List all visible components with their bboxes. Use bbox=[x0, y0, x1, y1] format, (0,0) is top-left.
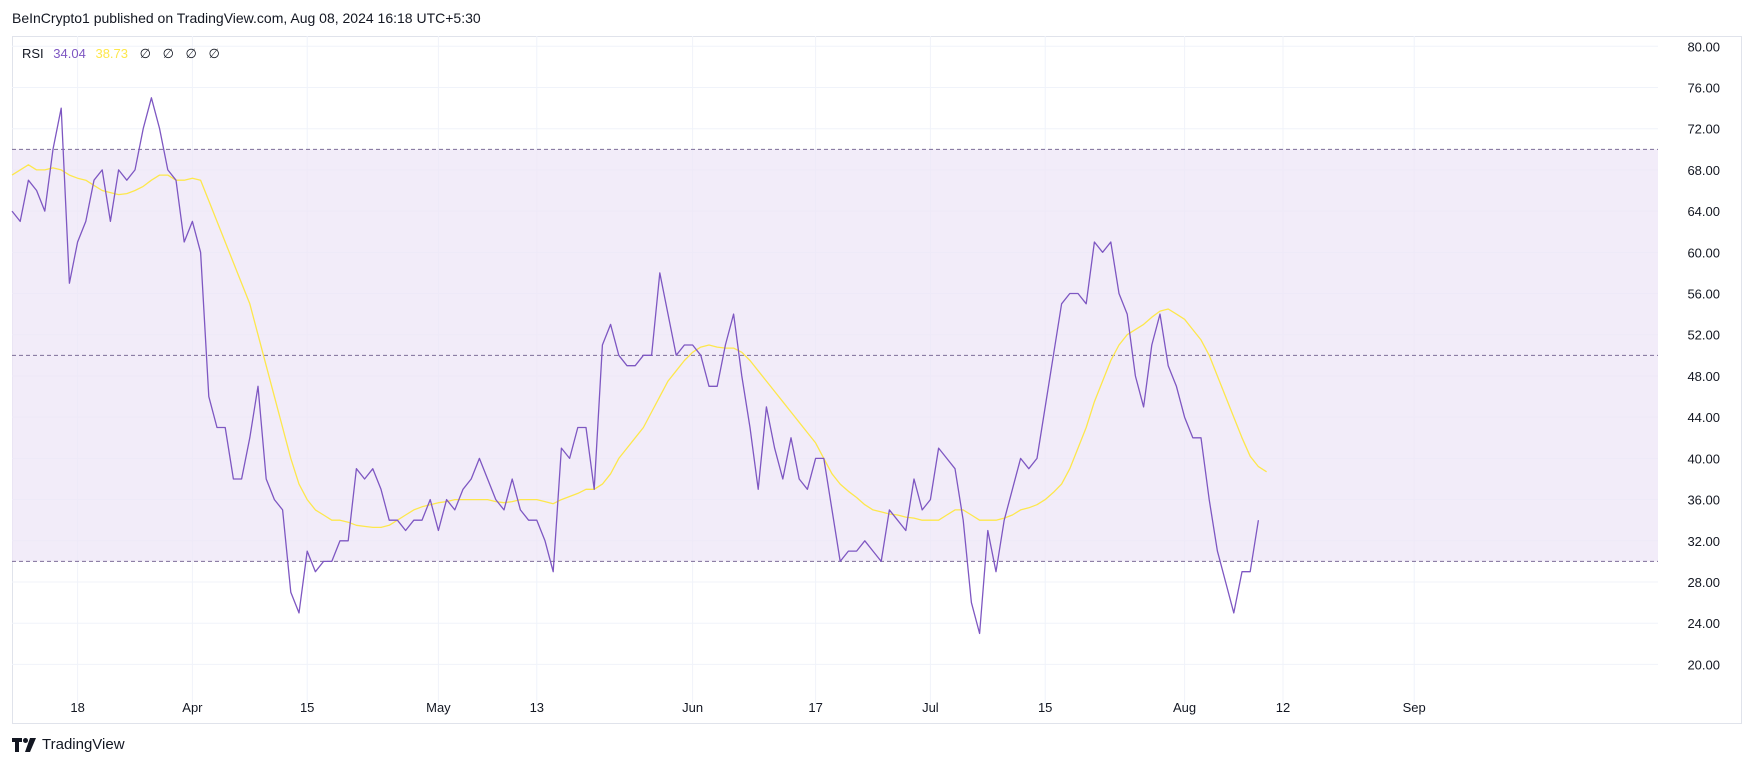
y-tick-label: 56.00 bbox=[1687, 287, 1720, 302]
y-tick-label: 64.00 bbox=[1687, 204, 1720, 219]
band-lines bbox=[12, 148, 1658, 562]
legend-placeholder-4: ∅ bbox=[208, 46, 220, 61]
legend-placeholder-3: ∅ bbox=[185, 46, 197, 61]
y-tick-label: 68.00 bbox=[1687, 163, 1720, 178]
y-tick-label: 72.00 bbox=[1687, 122, 1720, 137]
x-tick-label: 15 bbox=[300, 700, 314, 715]
x-tick-label: 18 bbox=[70, 700, 84, 715]
y-tick-label: 36.00 bbox=[1687, 493, 1720, 508]
x-tick-label: 13 bbox=[530, 700, 544, 715]
legend-ma-value: 38.73 bbox=[95, 46, 129, 61]
legend-rsi-value: 34.04 bbox=[53, 46, 86, 61]
x-tick-label: May bbox=[426, 700, 451, 715]
y-tick-label: 20.00 bbox=[1687, 657, 1720, 672]
y-tick-label: 80.00 bbox=[1687, 39, 1720, 54]
x-tick-label: Jun bbox=[682, 700, 703, 715]
x-tick-label: Sep bbox=[1403, 700, 1426, 715]
publish-info: BeInCrypto1 published on TradingView.com… bbox=[12, 10, 481, 26]
brand-name: TradingView bbox=[42, 736, 125, 753]
series-lines bbox=[11, 97, 1267, 635]
x-tick-label: Apr bbox=[182, 700, 203, 715]
legend-placeholder-2: ∅ bbox=[162, 46, 174, 61]
x-tick-label: 17 bbox=[808, 700, 822, 715]
y-tick-label: 76.00 bbox=[1687, 81, 1720, 96]
legend-label: RSI bbox=[22, 46, 44, 61]
rsi-line bbox=[11, 97, 1260, 635]
y-tick-label: 32.00 bbox=[1687, 534, 1720, 549]
ma-line bbox=[11, 164, 1267, 529]
y-tick-label: 24.00 bbox=[1687, 616, 1720, 631]
y-tick-label: 28.00 bbox=[1687, 575, 1720, 590]
brand-footer[interactable]: TradingView bbox=[12, 736, 125, 753]
legend-placeholder-1: ∅ bbox=[139, 46, 151, 61]
y-tick-label: 44.00 bbox=[1687, 410, 1720, 425]
y-tick-label: 48.00 bbox=[1687, 369, 1720, 384]
y-tick-label: 60.00 bbox=[1687, 245, 1720, 260]
x-tick-label: Jul bbox=[922, 700, 939, 715]
x-axis: 18 Apr 15 May 13 Jun 17 Jul 15 Aug 12 Sep bbox=[70, 700, 1425, 715]
y-tick-label: 52.00 bbox=[1687, 328, 1720, 343]
x-tick-label: 15 bbox=[1038, 700, 1052, 715]
x-tick-label: Aug bbox=[1173, 700, 1196, 715]
tradingview-logo-icon bbox=[12, 737, 36, 752]
y-tick-label: 40.00 bbox=[1687, 451, 1720, 466]
x-tick-label: 12 bbox=[1276, 700, 1290, 715]
y-axis: 20.00 24.00 28.00 32.00 36.00 40.00 44.00 48.00… bbox=[1687, 39, 1720, 672]
indicator-legend: RSI 34.04 38.73 ∅ ∅ ∅ ∅ bbox=[22, 46, 228, 62]
